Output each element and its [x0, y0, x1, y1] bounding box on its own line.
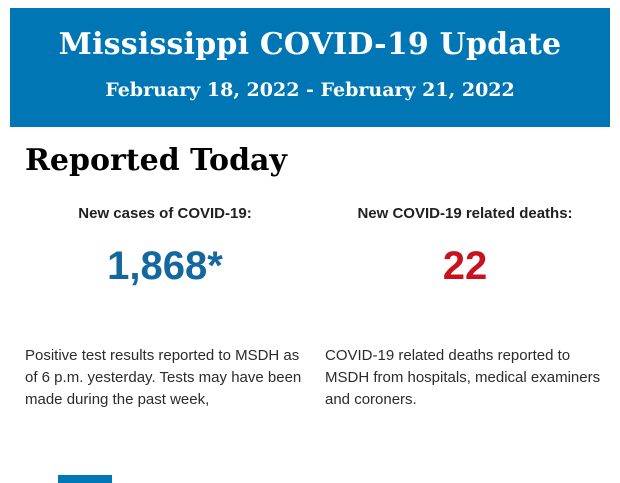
section-title-reported-today: Reported Today	[25, 143, 287, 178]
date-range: February 18, 2022 - February 21, 2022	[105, 79, 515, 101]
header-banner: Mississippi COVID-19 Update February 18,…	[10, 8, 610, 127]
next-section-banner-edge	[58, 475, 112, 483]
new-deaths-note: COVID-19 related deaths reported to MSDH…	[325, 347, 601, 408]
new-deaths-value: 22	[442, 244, 488, 288]
new-cases-column: New cases of COVID-19: 1,868* Positive t…	[25, 205, 305, 411]
newsletter-title: Mississippi COVID-19 Update	[58, 27, 562, 62]
new-deaths-column: New COVID-19 related deaths: 22 COVID-19…	[325, 205, 605, 411]
new-cases-label: New cases of COVID-19:	[78, 205, 252, 222]
new-cases-value: 1,868*	[107, 244, 223, 288]
new-deaths-label: New COVID-19 related deaths:	[357, 205, 573, 222]
new-cases-note: Positive test results reported to MSDH a…	[25, 347, 302, 408]
